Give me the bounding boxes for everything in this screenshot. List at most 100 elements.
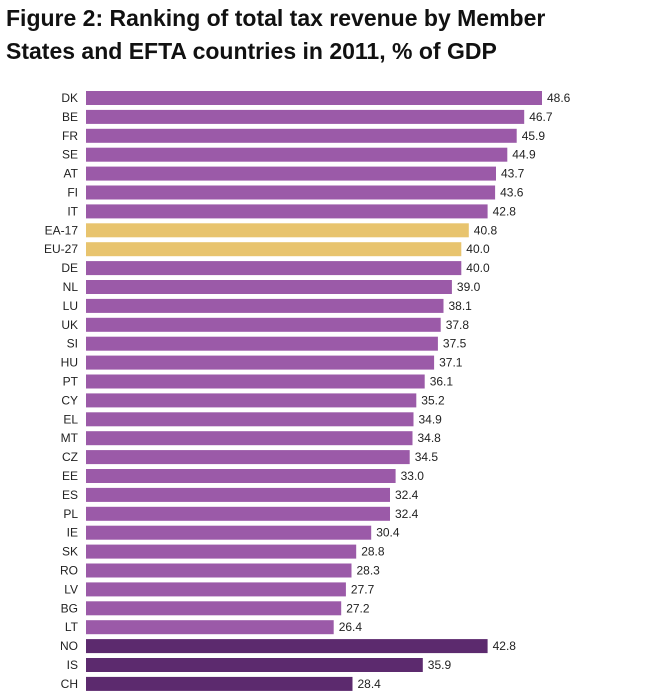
- value-label-lv: 27.7: [351, 582, 375, 596]
- bar-eu-27: [86, 242, 462, 257]
- value-label-hu: 37.1: [439, 356, 463, 370]
- bar-ie: [86, 525, 372, 540]
- category-label-uk: UK: [61, 318, 78, 332]
- value-label-bg: 27.2: [346, 601, 370, 615]
- value-label-el: 34.9: [419, 412, 443, 426]
- category-label-lt: LT: [65, 620, 79, 634]
- category-label-si: SI: [67, 337, 78, 351]
- category-label-bg: BG: [61, 601, 78, 615]
- bar-series: DK 48.6 BE 46.7 FR 45.9 SE 44.9 AT 43.7 FI 43.6 IT 42…: [44, 91, 571, 691]
- value-label-eu-27: 40.0: [466, 242, 490, 256]
- value-label-lt: 26.4: [339, 620, 363, 634]
- category-label-ch: CH: [61, 677, 78, 691]
- category-label-ea-17: EA-17: [45, 223, 79, 237]
- bar-dk: [86, 91, 542, 105]
- bar-no: [86, 639, 488, 654]
- category-label-ie: IE: [67, 526, 78, 540]
- category-label-fi: FI: [67, 186, 78, 200]
- category-label-fr: FR: [62, 129, 78, 143]
- value-label-no: 42.8: [493, 639, 517, 653]
- category-label-be: BE: [62, 110, 78, 124]
- value-label-de: 40.0: [466, 261, 490, 275]
- value-label-nl: 39.0: [457, 280, 481, 294]
- bar-nl: [86, 280, 452, 294]
- bar-fi: [86, 185, 496, 200]
- category-label-hu: HU: [61, 356, 78, 370]
- value-label-ch: 28.4: [358, 677, 382, 691]
- value-label-pt: 36.1: [430, 375, 454, 389]
- bar-is: [86, 658, 423, 672]
- bar-cy: [86, 393, 417, 408]
- value-label-es: 32.4: [395, 488, 419, 502]
- bar-at: [86, 166, 496, 181]
- value-label-mt: 34.8: [418, 431, 442, 445]
- bar-lv: [86, 582, 346, 597]
- category-label-mt: MT: [61, 431, 79, 445]
- category-label-sk: SK: [62, 545, 78, 559]
- chart-title: Figure 2: Ranking of total tax revenue b…: [6, 2, 646, 68]
- category-label-se: SE: [62, 148, 78, 162]
- bar-bg: [86, 601, 342, 616]
- value-label-cy: 35.2: [421, 393, 445, 407]
- category-label-el: EL: [63, 412, 78, 426]
- category-label-is: IS: [67, 658, 78, 672]
- value-label-uk: 37.8: [446, 318, 470, 332]
- bar-si: [86, 336, 438, 351]
- bar-it: [86, 204, 488, 219]
- chart-title-line-2: States and EFTA countries in 2011, % of …: [6, 38, 497, 64]
- category-label-it: IT: [67, 204, 78, 218]
- category-label-eu-27: EU-27: [44, 242, 78, 256]
- value-label-sk: 28.8: [361, 545, 385, 559]
- bar-el: [86, 412, 414, 427]
- category-label-pt: PT: [63, 375, 79, 389]
- category-label-lu: LU: [63, 299, 78, 313]
- value-label-is: 35.9: [428, 658, 452, 672]
- category-label-cz: CZ: [62, 450, 78, 464]
- bar-ee: [86, 469, 396, 483]
- value-label-dk: 48.6: [547, 91, 571, 105]
- bar-mt: [86, 431, 413, 446]
- category-label-no: NO: [60, 639, 78, 653]
- value-label-at: 43.7: [501, 167, 525, 181]
- bar-cz: [86, 450, 410, 465]
- category-label-cy: CY: [61, 393, 78, 407]
- value-label-si: 37.5: [443, 337, 467, 351]
- chart-title-line-1: Figure 2: Ranking of total tax revenue b…: [6, 5, 546, 31]
- category-label-es: ES: [62, 488, 78, 502]
- bar-se: [86, 147, 508, 162]
- value-label-fr: 45.9: [522, 129, 546, 143]
- value-label-be: 46.7: [529, 110, 553, 124]
- category-label-dk: DK: [61, 91, 78, 105]
- value-label-ee: 33.0: [401, 469, 425, 483]
- bar-hu: [86, 355, 435, 370]
- bar-pl: [86, 506, 390, 521]
- bar-uk: [86, 317, 441, 332]
- bar-ea-17: [86, 223, 469, 238]
- value-label-ea-17: 40.8: [474, 223, 498, 237]
- value-label-cz: 34.5: [415, 450, 439, 464]
- category-label-lv: LV: [64, 582, 78, 596]
- bar-pt: [86, 374, 425, 389]
- value-label-ro: 28.3: [357, 564, 381, 578]
- value-label-se: 44.9: [512, 148, 536, 162]
- value-label-pl: 32.4: [395, 507, 419, 521]
- category-label-nl: NL: [63, 280, 79, 294]
- value-label-ie: 30.4: [376, 526, 400, 540]
- category-label-ro: RO: [60, 564, 78, 578]
- bar-be: [86, 109, 525, 124]
- bar-es: [86, 487, 390, 502]
- category-label-pl: PL: [63, 507, 78, 521]
- bar-ch: [86, 676, 353, 691]
- bar-lt: [86, 620, 334, 635]
- bar-sk: [86, 544, 357, 559]
- category-label-ee: EE: [62, 469, 78, 483]
- value-label-it: 42.8: [493, 204, 517, 218]
- bar-de: [86, 261, 462, 276]
- bar-lu: [86, 298, 444, 313]
- category-label-at: AT: [64, 167, 79, 181]
- category-label-de: DE: [61, 261, 78, 275]
- value-label-lu: 38.1: [449, 299, 473, 313]
- bar-fr: [86, 128, 517, 143]
- bar-ro: [86, 563, 352, 578]
